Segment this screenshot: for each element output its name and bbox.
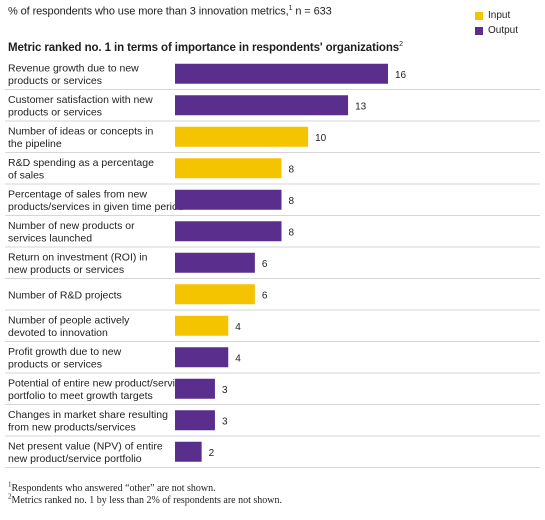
- row-label-line: Customer satisfaction with new: [8, 94, 153, 106]
- bar-row-number-of-r-d-projects: Number of R&D projects 6: [5, 284, 540, 311]
- bar-potential-of-entire-new-product-service-portfolio-to-meet-growth-targets: [175, 378, 215, 399]
- row-label-potential-of-entire-new-product-service-portfolio-to-meet-growth-targets: Potential of entire new product/service p…: [8, 378, 186, 403]
- value-label-number-of-people-actively-devoted-to-innovation: 4: [235, 322, 241, 333]
- row-label-line: products or services: [8, 75, 102, 87]
- row-label-line: new products or services: [8, 264, 124, 276]
- value-label-return-on-investment-roi-in-new-products-or-services: 6: [262, 259, 268, 270]
- footnote-1-mark: 1: [8, 480, 12, 489]
- row-label-number-of-new-products-or-services-launched: Number of new products or services launch…: [8, 220, 135, 245]
- bar-row-return-on-investment-roi-in-new-products-or-services: Return on investment (ROI) in new product…: [5, 252, 540, 279]
- row-label-changes-in-market-share-resulting-from-new-products-services: Changes in market share resulting from ne…: [8, 409, 168, 434]
- row-label-line: of sales: [8, 170, 44, 182]
- subtitle-text: % of respondents who use more than 3 inn…: [8, 5, 289, 18]
- bar-row-customer-satisfaction-with-new-products-or-services: Customer satisfaction with new products o…: [5, 94, 540, 122]
- bar-revenue-growth-due-to-new-products-or-services: [175, 63, 388, 84]
- row-label-r-d-spending-as-a-percentage-of-sales: R&D spending as a percentage of sales: [8, 157, 154, 182]
- bar-percentage-of-sales-from-new-products-services-in-given-time-period: [175, 189, 282, 210]
- chart-title-footnote-mark: 2: [399, 41, 403, 48]
- footnote-2: 2Metrics ranked no. 1 by less than 2% of…: [8, 492, 283, 507]
- footnote-2-mark: 2: [8, 492, 12, 501]
- row-label-percentage-of-sales-from-new-products-services-in-given-time-period: Percentage of sales from new products/ser…: [8, 189, 184, 214]
- row-label-line: Number of ideas or concepts in: [8, 126, 153, 138]
- subtitle-footnote-mark: 1: [288, 5, 293, 12]
- value-label-number-of-r-d-projects: 6: [262, 290, 268, 301]
- value-label-customer-satisfaction-with-new-products-or-services: 13: [355, 101, 367, 112]
- value-label-number-of-new-products-or-services-launched: 8: [289, 227, 295, 238]
- row-label-line: Profit growth due to new: [8, 346, 122, 358]
- bar-row-number-of-new-products-or-services-launched: Number of new products or services launch…: [5, 220, 540, 248]
- row-label-return-on-investment-roi-in-new-products-or-services: Return on investment (ROI) in new product…: [8, 252, 148, 277]
- bar-row-net-present-value-npv-of-entire-new-product-service-portfolio: Net present value (NPV) of entire new pro…: [5, 441, 540, 468]
- bar-row-revenue-growth-due-to-new-products-or-services: Revenue growth due to new products or ser…: [5, 63, 540, 90]
- value-label-changes-in-market-share-resulting-from-new-products-services: 3: [222, 416, 228, 427]
- row-label-line: Revenue growth due to new: [8, 63, 139, 75]
- footnote-2-text: Metrics ranked no. 1 by less than 2% of …: [11, 495, 283, 506]
- row-label-line: Return on investment (ROI) in: [8, 252, 148, 264]
- bar-chart: Revenue growth due to new products or ser…: [5, 63, 540, 468]
- footnotes: 1Respondents who answered “other” are no…: [8, 480, 283, 507]
- value-label-profit-growth-due-to-new-products-or-services: 4: [235, 353, 241, 364]
- row-label-net-present-value-npv-of-entire-new-product-service-portfolio: Net present value (NPV) of entire new pro…: [8, 441, 163, 466]
- bar-customer-satisfaction-with-new-products-or-services: [175, 95, 349, 116]
- bar-changes-in-market-share-resulting-from-new-products-services: [175, 410, 215, 431]
- row-label-line: Net present value (NPV) of entire: [8, 441, 163, 453]
- value-label-r-d-spending-as-a-percentage-of-sales: 8: [289, 164, 295, 175]
- bar-row-number-of-people-actively-devoted-to-innovation: Number of people actively devoted to inno…: [5, 315, 540, 342]
- bar-return-on-investment-roi-in-new-products-or-services: [175, 252, 255, 273]
- bar-row-changes-in-market-share-resulting-from-new-products-services: Changes in market share resulting from ne…: [5, 409, 540, 437]
- row-label-line: R&D spending as a percentage: [8, 157, 154, 169]
- bar-number-of-new-products-or-services-launched: [175, 221, 282, 242]
- bar-number-of-ideas-or-concepts-in-the-pipeline: [175, 126, 309, 147]
- row-label-revenue-growth-due-to-new-products-or-services: Revenue growth due to new products or ser…: [8, 63, 139, 88]
- row-label-line: the pipeline: [8, 138, 62, 150]
- chart-title: Metric ranked no. 1 in terms of importan…: [8, 41, 403, 54]
- chart-title-text: Metric ranked no. 1 in terms of importan…: [8, 41, 400, 54]
- row-label-line: new product/service portfolio: [8, 453, 142, 465]
- bar-row-percentage-of-sales-from-new-products-services-in-given-time-period: Percentage of sales from new products/ser…: [5, 189, 540, 216]
- row-label-line: products/services in given time period: [8, 201, 184, 213]
- value-label-revenue-growth-due-to-new-products-or-services: 16: [395, 70, 407, 81]
- row-label-line: from new products/services: [8, 422, 136, 434]
- bar-row-r-d-spending-as-a-percentage-of-sales: R&D spending as a percentage of sales 8: [5, 157, 540, 185]
- row-label-line: products or services: [8, 107, 102, 119]
- bar-r-d-spending-as-a-percentage-of-sales: [175, 158, 282, 179]
- row-label-line: Percentage of sales from new: [8, 189, 147, 201]
- row-label-customer-satisfaction-with-new-products-or-services: Customer satisfaction with new products o…: [8, 94, 153, 119]
- row-label-line: Changes in market share resulting: [8, 409, 168, 421]
- footnote-1: 1Respondents who answered “other” are no…: [8, 480, 282, 495]
- value-label-percentage-of-sales-from-new-products-services-in-given-time-period: 8: [289, 196, 295, 207]
- row-label-profit-growth-due-to-new-products-or-services: Profit growth due to new products or serv…: [8, 346, 122, 371]
- bar-profit-growth-due-to-new-products-or-services: [175, 347, 229, 368]
- row-label-line: Potential of entire new product/service: [8, 378, 186, 390]
- legend-swatch-output: [475, 26, 483, 35]
- row-label-number-of-ideas-or-concepts-in-the-pipeline: Number of ideas or concepts in the pipeli…: [8, 126, 153, 151]
- chart-subtitle: % of respondents who use more than 3 inn…: [8, 5, 332, 18]
- value-label-number-of-ideas-or-concepts-in-the-pipeline: 10: [315, 133, 327, 144]
- bar-net-present-value-npv-of-entire-new-product-service-portfolio: [175, 441, 202, 462]
- row-label-line: devoted to innovation: [8, 327, 108, 339]
- bar-row-profit-growth-due-to-new-products-or-services: Profit growth due to new products or serv…: [5, 346, 540, 374]
- chart-legend: Input Output: [475, 8, 518, 38]
- legend-label-input: Input: [488, 10, 511, 21]
- row-label-line: Number of new products or: [8, 220, 135, 232]
- value-label-net-present-value-npv-of-entire-new-product-service-portfolio: 2: [209, 448, 215, 459]
- legend-label-output: Output: [488, 25, 519, 36]
- bar-number-of-r-d-projects: [175, 284, 255, 305]
- footnote-1-text: Respondents who answered “other” are not…: [11, 483, 216, 494]
- row-label-line: Number of R&D projects: [8, 289, 122, 301]
- value-label-potential-of-entire-new-product-service-portfolio-to-meet-growth-targets: 3: [222, 385, 228, 396]
- row-label-number-of-people-actively-devoted-to-innovation: Number of people actively devoted to inno…: [8, 315, 130, 340]
- bar-row-number-of-ideas-or-concepts-in-the-pipeline: Number of ideas or concepts in the pipeli…: [5, 126, 540, 153]
- bar-row-potential-of-entire-new-product-service-portfolio-to-meet-growth-targets: Potential of entire new product/service p…: [5, 378, 540, 405]
- row-label-line: portfolio to meet growth targets: [8, 390, 153, 402]
- row-label-line: Number of people actively: [8, 315, 130, 327]
- legend-swatch-input: [475, 11, 483, 20]
- row-label-number-of-r-d-projects: Number of R&D projects: [8, 289, 122, 301]
- legend-item-output: Output: [475, 23, 518, 38]
- legend-item-input: Input: [475, 8, 518, 23]
- row-label-line: services launched: [8, 233, 92, 245]
- bar-number-of-people-actively-devoted-to-innovation: [175, 315, 229, 336]
- row-label-line: products or services: [8, 359, 102, 371]
- subtitle-sample-size: n = 633: [292, 5, 332, 18]
